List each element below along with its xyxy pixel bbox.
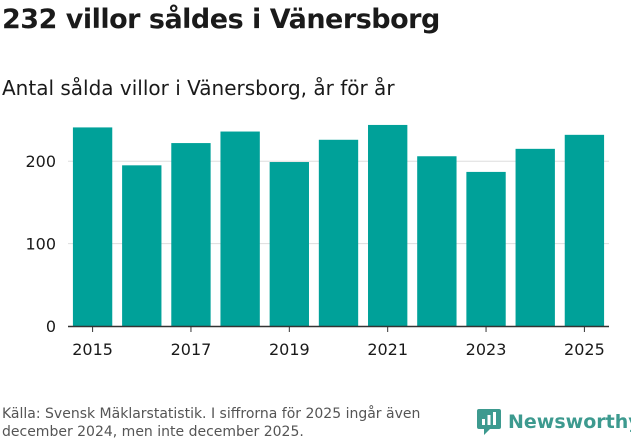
chart-title: 232 villor såldes i Vänersborg bbox=[2, 4, 440, 35]
bar-2024 bbox=[515, 148, 555, 326]
y-tick-label: 0 bbox=[46, 317, 56, 336]
newsworthy-logo: Newsworthy bbox=[476, 407, 631, 437]
bar-2022 bbox=[417, 156, 457, 326]
newsworthy-icon bbox=[477, 409, 501, 435]
bar-2017 bbox=[171, 143, 211, 326]
x-tick-label: 2021 bbox=[367, 340, 408, 359]
source-note: Källa: Svensk Mäklarstatistik. I siffror… bbox=[2, 406, 421, 440]
x-tick-label: 2015 bbox=[72, 340, 113, 359]
bar-2023 bbox=[466, 171, 506, 326]
x-tick-label: 2025 bbox=[564, 340, 605, 359]
bar-2025 bbox=[564, 134, 605, 326]
y-tick-label: 100 bbox=[25, 235, 56, 254]
bar-2019 bbox=[269, 162, 309, 326]
x-tick-label: 2023 bbox=[466, 340, 507, 359]
y-tick-label: 200 bbox=[25, 152, 56, 171]
bar-2018 bbox=[220, 131, 260, 326]
bar-2021 bbox=[368, 124, 408, 326]
bar-2020 bbox=[318, 139, 359, 326]
bar-2016 bbox=[122, 165, 162, 326]
bar-chart: 0 100 200 2015 2017 2019 2021 2023 2025 bbox=[25, 124, 609, 359]
chart-subtitle: Antal sålda villor i Vänersborg, år för … bbox=[2, 76, 395, 100]
brand-name: Newsworthy bbox=[508, 411, 631, 433]
x-tick-label: 2017 bbox=[171, 340, 212, 359]
x-tick-label: 2019 bbox=[269, 340, 310, 359]
bar-2015 bbox=[72, 127, 113, 326]
